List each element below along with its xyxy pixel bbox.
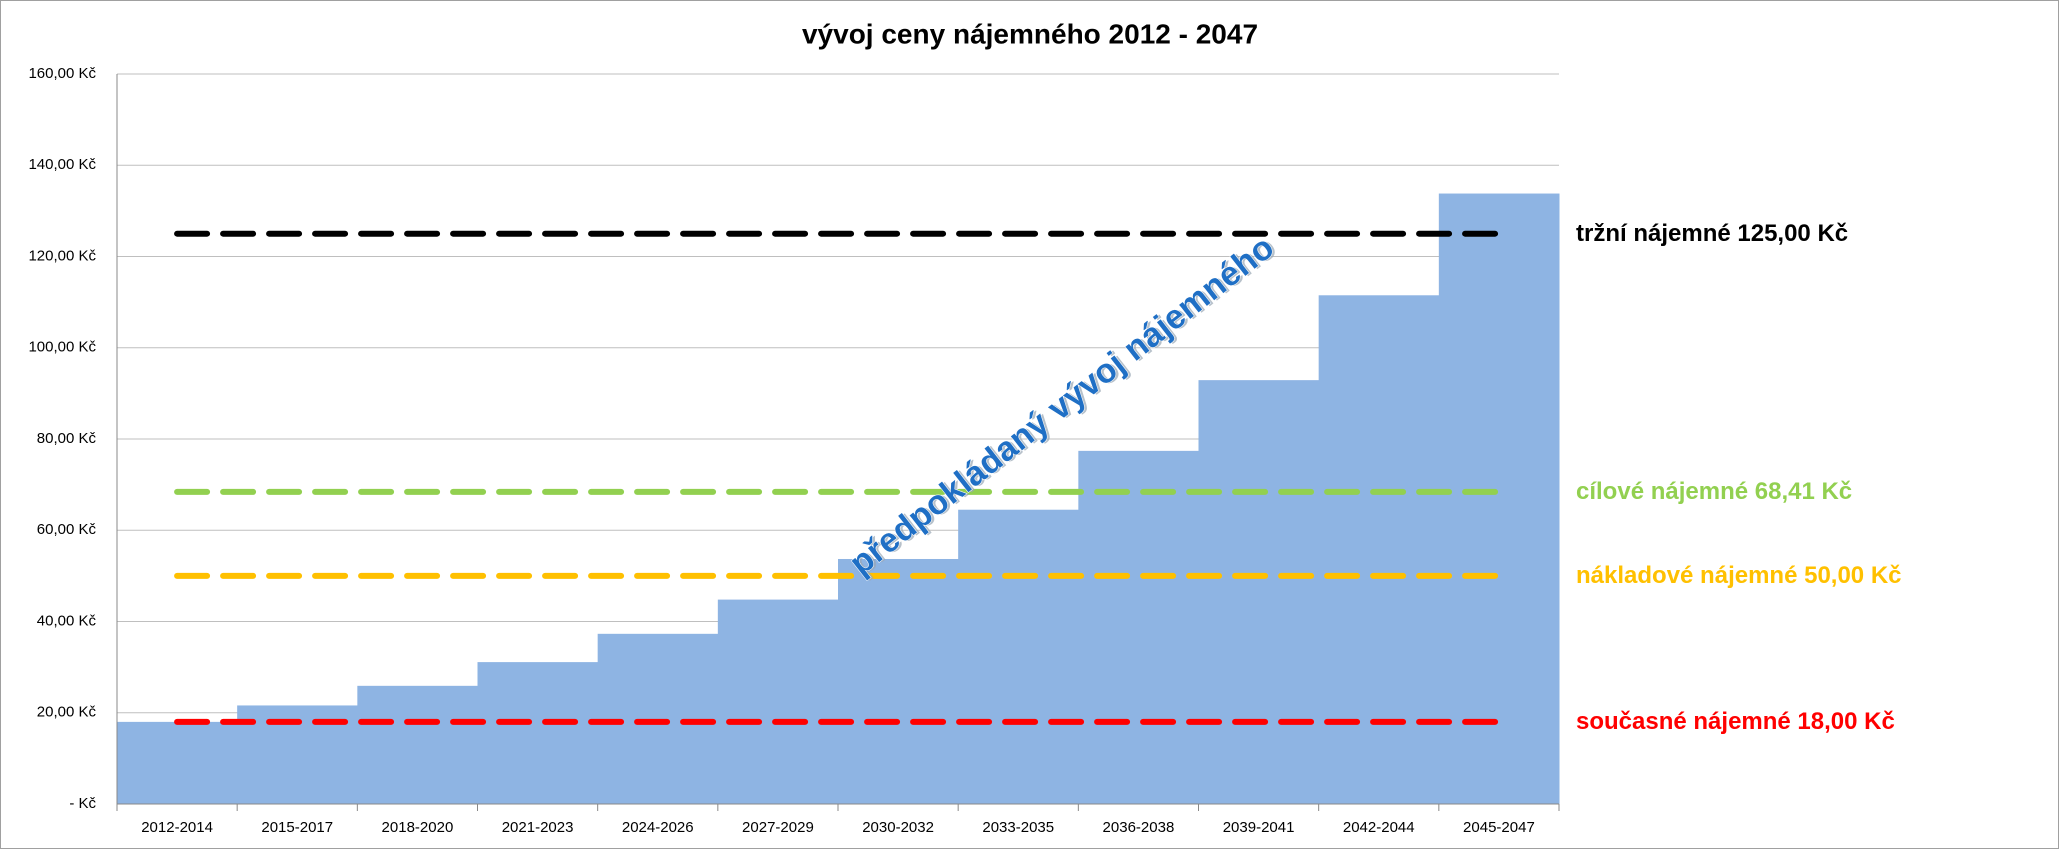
x-tick-label: 2045-2047 xyxy=(1463,819,1535,836)
x-tick-label: 2012-2014 xyxy=(141,819,213,836)
chart-title: vývoj ceny nájemného 2012 - 2047 xyxy=(802,18,1258,49)
bar xyxy=(838,558,959,804)
bar xyxy=(357,685,478,804)
y-tick-label: 40,00 Kč xyxy=(37,612,97,629)
reference-label: současné nájemné 18,00 Kč xyxy=(1576,708,1895,735)
x-tick-label: 2030-2032 xyxy=(862,819,934,836)
bar xyxy=(1438,193,1560,805)
bar xyxy=(1078,450,1199,804)
x-tick-label: 2021-2023 xyxy=(502,819,574,836)
x-tick-label: 2042-2044 xyxy=(1343,819,1415,836)
x-tick-label: 2036-2038 xyxy=(1103,819,1175,836)
y-tick-label: 80,00 Kč xyxy=(37,430,97,447)
y-tick-label: - Kč xyxy=(69,795,96,812)
bar xyxy=(1198,380,1320,804)
y-tick-label: 100,00 Kč xyxy=(28,339,96,356)
x-tick-label: 2039-2041 xyxy=(1223,819,1295,836)
x-tick-label: 2033-2035 xyxy=(982,819,1054,836)
y-tick-label: 160,00 Kč xyxy=(28,65,96,82)
x-tick-label: 2024-2026 xyxy=(622,819,694,836)
y-tick-label: 20,00 Kč xyxy=(37,704,97,721)
reference-label: cílové nájemné 68,41 Kč xyxy=(1576,478,1852,505)
bar xyxy=(717,599,839,804)
reference-label: tržní nájemné 125,00 Kč xyxy=(1576,220,1848,247)
bar xyxy=(1318,295,1440,804)
bar xyxy=(117,721,238,804)
reference-label: nákladové nájemné 50,00 Kč xyxy=(1576,562,1902,589)
y-tick-label: 140,00 Kč xyxy=(28,156,96,173)
bar xyxy=(477,662,599,804)
y-tick-label: 60,00 Kč xyxy=(37,521,97,538)
bar xyxy=(958,509,1079,804)
x-tick-label: 2015-2017 xyxy=(261,819,333,836)
y-tick-label: 120,00 Kč xyxy=(28,247,96,264)
x-tick-label: 2027-2029 xyxy=(742,819,814,836)
x-tick-label: 2018-2020 xyxy=(382,819,454,836)
